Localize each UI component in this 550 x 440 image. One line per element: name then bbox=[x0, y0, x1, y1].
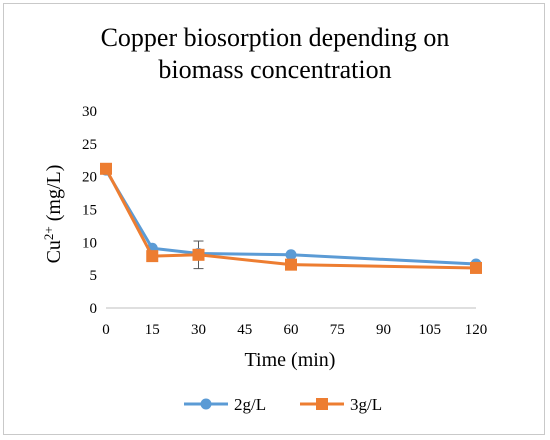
data-point bbox=[192, 248, 205, 261]
legend-marker bbox=[200, 398, 212, 410]
y-tick-label: 30 bbox=[82, 104, 97, 120]
chart-title-line-1: Copper biosorption depending on bbox=[100, 23, 450, 52]
x-tick-label: 30 bbox=[191, 322, 206, 338]
data-point bbox=[470, 261, 482, 274]
y-axis-title-base: Cu bbox=[43, 240, 65, 263]
y-tick-label: 10 bbox=[82, 235, 97, 251]
y-tick-label: 25 bbox=[82, 137, 97, 153]
data-point bbox=[146, 250, 159, 263]
x-tick-label: 75 bbox=[330, 322, 345, 338]
data-point bbox=[285, 258, 297, 271]
data-point bbox=[100, 162, 112, 175]
y-axis-title: Cu2+ (mg/L) bbox=[41, 165, 66, 264]
y-axis-title-unit: (mg/L) bbox=[43, 165, 65, 227]
y-tick-label: 5 bbox=[90, 268, 98, 284]
chart-title: Copper biosorption depending on biomass … bbox=[0, 22, 550, 86]
legend-marker bbox=[316, 398, 328, 410]
chart-title-line-2: biomass concentration bbox=[158, 55, 392, 84]
y-axis-title-superscript: 2+ bbox=[41, 226, 56, 240]
y-tick-labels: 0 5 10 15 20 25 30 bbox=[82, 104, 97, 317]
x-tick-label: 90 bbox=[376, 322, 391, 338]
x-tick-label: 120 bbox=[465, 322, 488, 338]
data-point bbox=[285, 249, 297, 261]
x-axis-title: Time (min) bbox=[245, 349, 336, 371]
legend-item: 2g/L bbox=[184, 395, 266, 414]
x-tick-label: 60 bbox=[284, 322, 299, 338]
x-tick-labels: 0 15 30 45 60 75 90 105 120 bbox=[102, 322, 487, 338]
x-tick-label: 0 bbox=[102, 322, 110, 338]
legend: 2g/L 3g/L bbox=[184, 395, 382, 414]
x-tick-label: 105 bbox=[419, 322, 442, 338]
y-tick-label: 0 bbox=[90, 301, 98, 317]
legend-label: 2g/L bbox=[234, 395, 266, 414]
y-tick-label: 15 bbox=[82, 203, 97, 219]
y-tick-label: 20 bbox=[82, 170, 97, 186]
chart-frame bbox=[3, 3, 545, 435]
legend-label: 3g/L bbox=[350, 395, 382, 414]
series-layer bbox=[100, 162, 482, 274]
series-3g/L bbox=[100, 162, 482, 274]
x-tick-label: 45 bbox=[237, 322, 252, 338]
x-tick-label: 15 bbox=[145, 322, 160, 338]
legend-item: 3g/L bbox=[300, 395, 382, 414]
